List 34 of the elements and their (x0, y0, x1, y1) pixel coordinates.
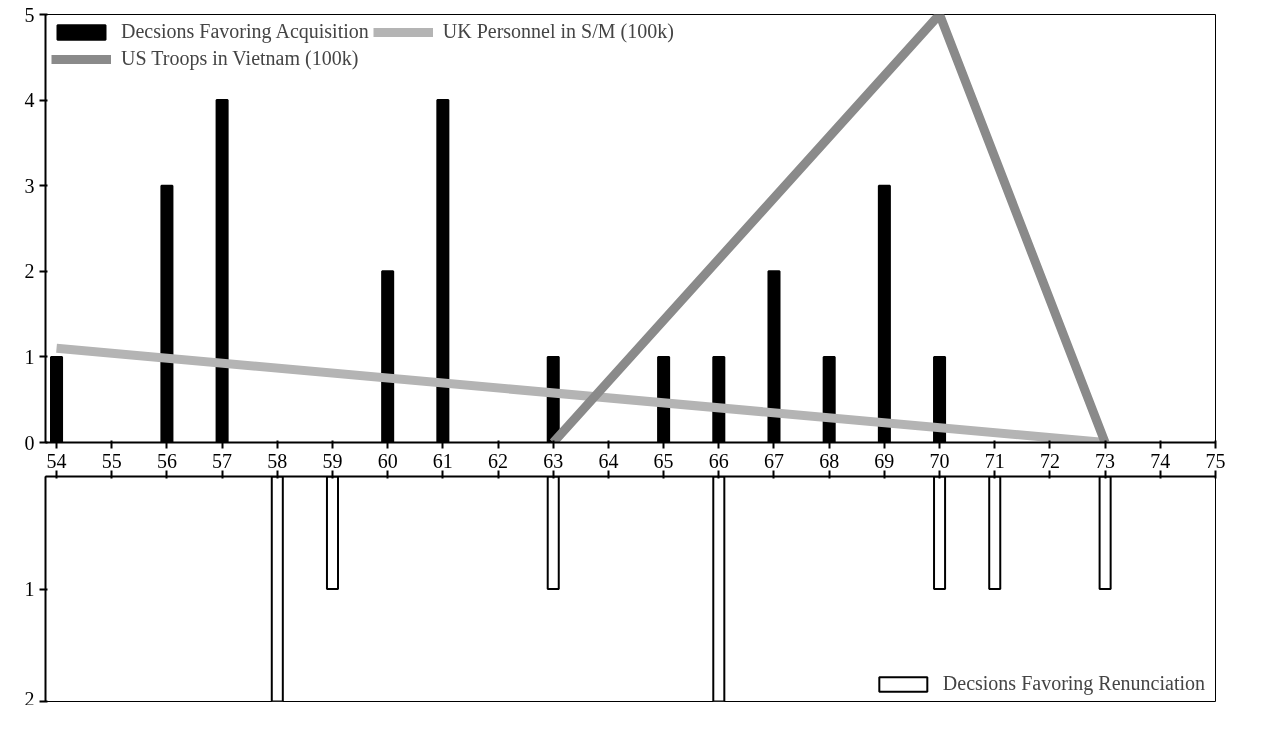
x-tick-label: 66 (708, 449, 729, 472)
x-tick-label: 58 (267, 449, 288, 472)
y-tick-label: 0 (24, 431, 35, 454)
x-tick-label: 72 (1039, 449, 1060, 472)
x-tick-label: 71 (984, 449, 1005, 472)
legend-label: Decsions Favoring Renunciation (942, 672, 1205, 695)
y-tick-label: 5 (24, 3, 35, 26)
y-tick-label: 1 (24, 345, 35, 368)
x-tick-label: 70 (929, 449, 950, 472)
x-tick-label: 56 (156, 449, 177, 472)
x-tick-label: 63 (543, 449, 564, 472)
x-tick-label: 75 (1205, 449, 1226, 472)
x-tick-label: 65 (653, 449, 674, 472)
x-tick-label: 68 (819, 449, 840, 472)
y-tick-label: 2 (24, 260, 35, 283)
x-tick-label: 74 (1150, 449, 1171, 472)
y-tick-label: 4 (24, 89, 35, 112)
x-tick-label: 73 (1095, 449, 1116, 472)
legend-label: US Troops in Vietnam (100k) (121, 47, 359, 70)
x-tick-label: 57 (212, 449, 233, 472)
legend-label: Decsions Favoring Acquisition (121, 20, 369, 43)
x-tick-label: 69 (874, 449, 895, 472)
y-tick-label: 2 (24, 687, 35, 710)
x-tick-label: 62 (488, 449, 509, 472)
x-tick-label: 60 (377, 449, 398, 472)
x-tick-label: 61 (432, 449, 453, 472)
legend-label: UK Personnel in S/M (100k) (442, 20, 674, 43)
x-tick-label: 59 (322, 449, 343, 472)
y-tick-label: 3 (24, 174, 35, 197)
x-tick-label: 55 (101, 449, 122, 472)
y-tick-label: 1 (24, 578, 35, 600)
x-tick-label: 64 (598, 449, 619, 472)
x-tick-label: 67 (763, 449, 784, 472)
x-tick-label: 54 (46, 449, 67, 472)
